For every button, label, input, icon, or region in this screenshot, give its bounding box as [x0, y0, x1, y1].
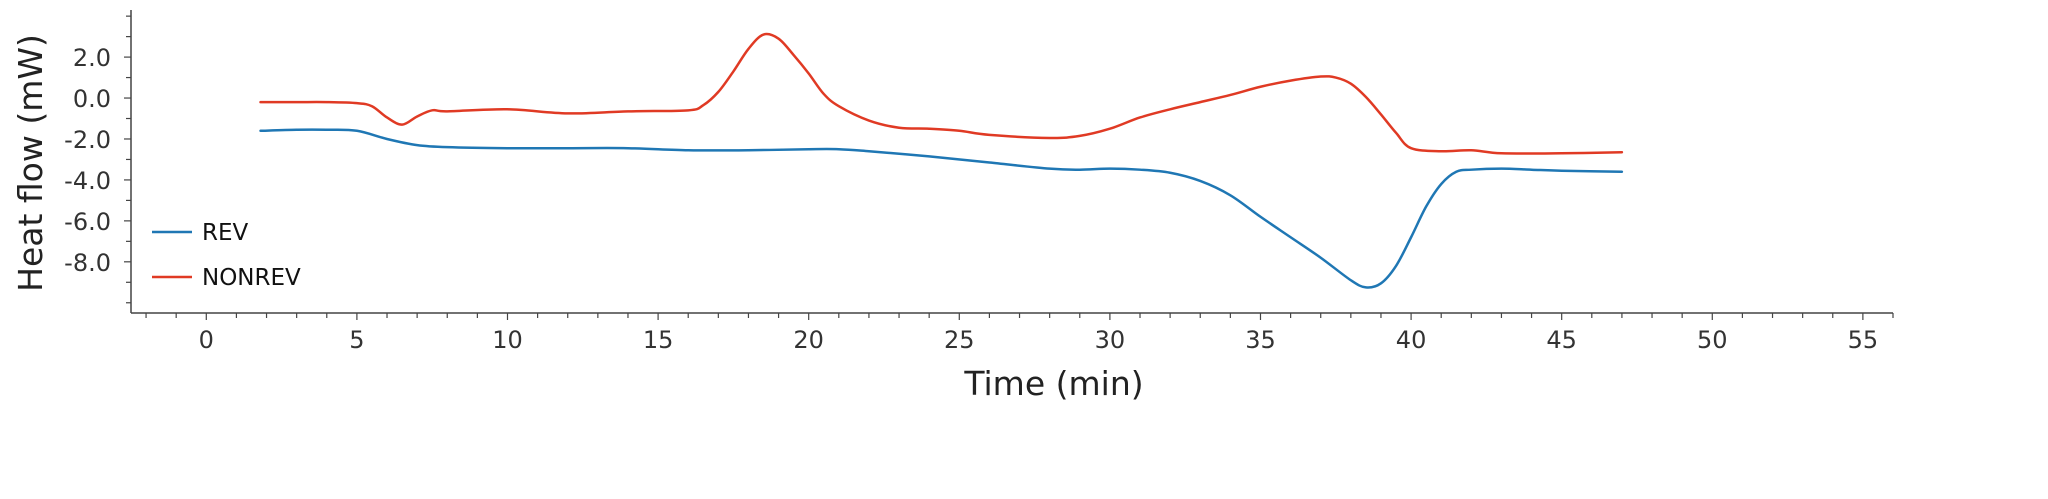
x-tick-label: 40: [1396, 326, 1427, 354]
legend-label-rev: REV: [202, 220, 249, 246]
x-tick-label: 20: [793, 326, 824, 354]
y-tick-label: 0.0: [73, 85, 111, 113]
x-tick-label: 45: [1546, 326, 1577, 354]
y-tick-label: 2.0: [73, 44, 111, 72]
y-tick-label: -2.0: [64, 126, 111, 154]
x-tick-label: 30: [1095, 326, 1126, 354]
x-tick-label: 15: [643, 326, 674, 354]
series-line-rev: [259, 128, 1624, 289]
y-axis-title: Heat flow (mW): [11, 34, 50, 292]
axes: 0 5 10 15 20 25 30 35 40 45 50 55 2.0 0.0 -2.0 -4.0 -6.…: [64, 10, 1894, 354]
x-minor-ticks: [145, 313, 1894, 320]
legend-label-nonrev: NONREV: [202, 265, 301, 291]
y-tick-label: -4.0: [64, 167, 111, 195]
x-tick-label: 5: [349, 326, 364, 354]
x-axis-title: Time (min): [963, 364, 1143, 403]
x-tick-label: 35: [1245, 326, 1276, 354]
x-tick-label: 55: [1848, 326, 1879, 354]
x-tick-label: 25: [944, 326, 975, 354]
x-tick-label: 50: [1697, 326, 1728, 354]
series-layer: [259, 32, 1624, 289]
series-line-nonrev: [259, 32, 1624, 155]
y-tick-labels: 2.0 0.0 -2.0 -4.0 -6.0 -8.0: [64, 44, 111, 277]
y-minor-ticks: [124, 15, 131, 304]
x-tick-labels: 0 5 10 15 20 25 30 35 40 45 50 55: [199, 326, 1878, 354]
legend: REV NONREV: [152, 220, 301, 291]
y-tick-label: -6.0: [64, 208, 111, 236]
y-tick-label: -8.0: [64, 249, 111, 277]
x-tick-label: 0: [199, 326, 214, 354]
x-tick-label: 10: [492, 326, 523, 354]
